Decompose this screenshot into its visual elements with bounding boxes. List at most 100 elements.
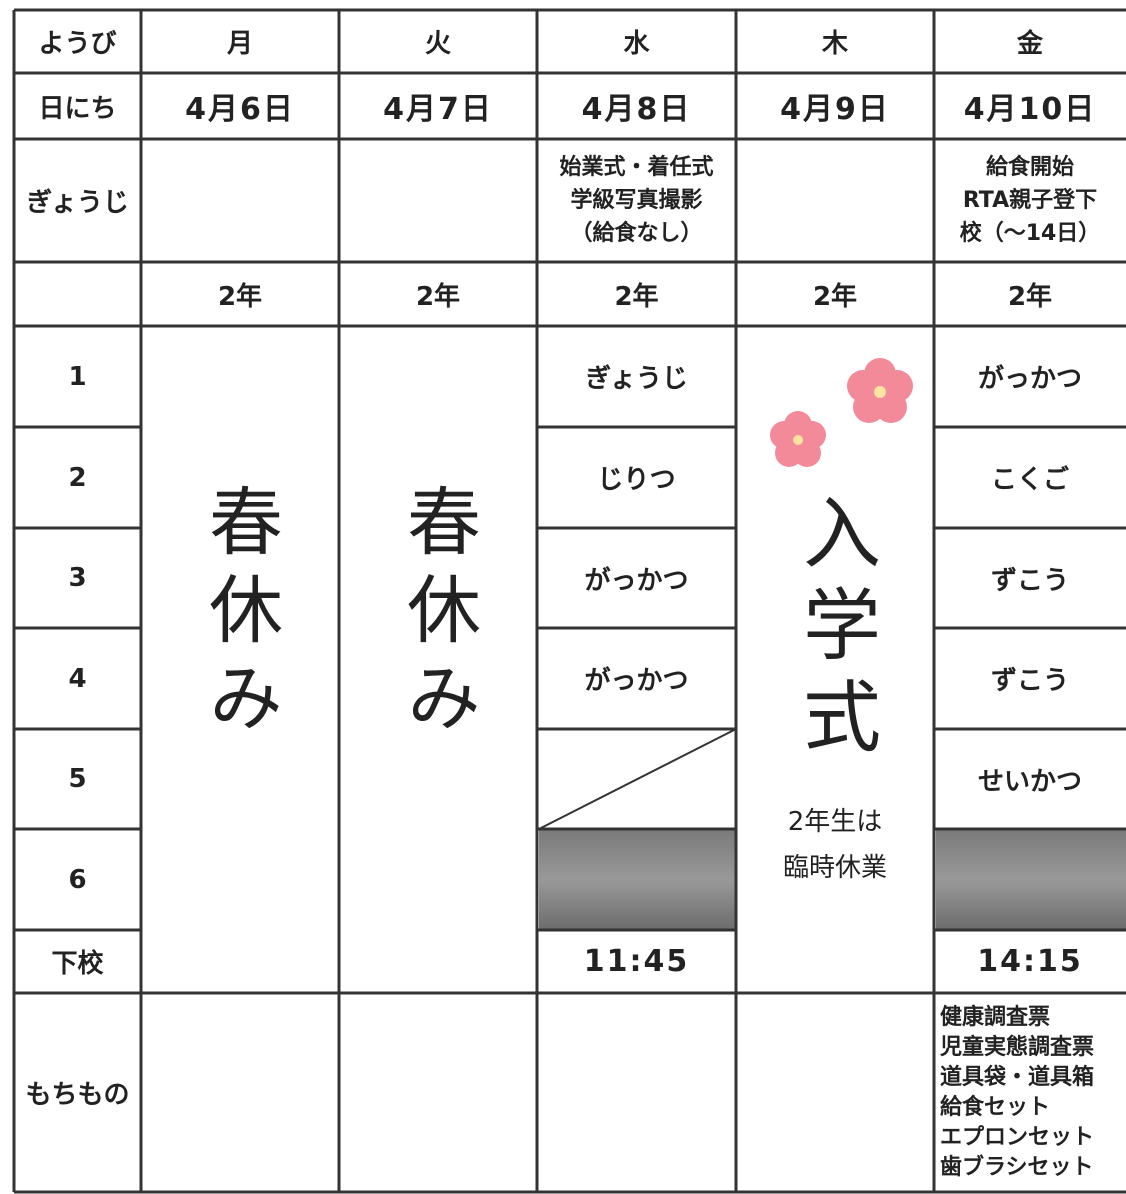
grade: 2年 <box>141 262 339 326</box>
text: （給食なし） <box>570 221 703 246</box>
shaded-cell <box>539 830 735 929</box>
text: エプロンセット <box>940 1124 1095 1150</box>
dismissal-time: 14:15 <box>934 930 1126 993</box>
text: 2年 <box>812 281 858 312</box>
belongings-label: もちもの <box>14 993 141 1192</box>
text: じりつ <box>597 465 676 495</box>
text: ずこう <box>990 565 1069 596</box>
text: 6 <box>68 864 87 895</box>
text: もちもの <box>25 1080 130 1110</box>
text: 給食開始 <box>985 155 1074 180</box>
dismissal-label: 下校 <box>14 930 141 993</box>
text: 火 <box>424 29 451 59</box>
text: 4月9日 <box>780 92 890 127</box>
period: 4 <box>14 628 141 729</box>
text: 臨時休業 <box>782 853 887 883</box>
subject: じりつ <box>537 427 736 528</box>
text: 2 <box>68 462 87 493</box>
text: 給食セット <box>940 1094 1051 1120</box>
text: こくご <box>990 465 1069 495</box>
text: 入学式 <box>790 492 880 768</box>
spring-break: 春休み <box>339 470 537 760</box>
subject: がっかつ <box>537 528 736 628</box>
date: 4月10日 <box>934 73 1126 139</box>
text: ずこう <box>990 666 1069 696</box>
grade: 2年 <box>537 262 736 326</box>
lines <box>12 8 1126 1194</box>
text: 3 <box>68 563 87 593</box>
text: 日にち <box>38 93 117 124</box>
entrance-ceremony: 入学式 <box>736 490 934 770</box>
grade: 2年 <box>934 262 1126 326</box>
text: 道具袋・道具箱 <box>940 1064 1095 1090</box>
text: 5 <box>68 764 87 794</box>
spring-break: 春休み <box>141 470 339 760</box>
text: RTA親子登下 <box>962 188 1098 213</box>
period: 6 <box>14 829 141 930</box>
text: がっかつ <box>584 666 689 696</box>
weekday: 水 <box>537 10 736 73</box>
text: 月 <box>226 29 253 59</box>
text: 2年 <box>1007 281 1053 312</box>
weekday: 火 <box>339 10 537 73</box>
text: 学級写真撮影 <box>570 188 703 213</box>
period: 3 <box>14 528 141 628</box>
text: 歯ブラシセット <box>940 1154 1094 1180</box>
date: 日にち <box>14 73 141 139</box>
text: せいかつ <box>977 766 1082 797</box>
text: 4月6日 <box>185 92 295 127</box>
text: ようび <box>38 29 117 59</box>
weekday: 金 <box>934 10 1126 73</box>
text: 健康調査票 <box>940 1004 1051 1030</box>
date: 4月8日 <box>537 73 736 139</box>
shaded-cell <box>936 830 1126 929</box>
text: 春休み <box>394 483 481 747</box>
events-fri: 給食開始 RTA親子登下 校（～14日） <box>934 139 1126 262</box>
period: 1 <box>14 326 141 427</box>
period: 2 <box>14 427 141 528</box>
text: 始業式・着任式 <box>559 155 714 180</box>
text: 金 <box>1016 29 1043 59</box>
text: 1 <box>68 361 87 392</box>
text: 4月7日 <box>383 92 493 127</box>
belongings-fri: 健康調査票児童実態調査票 道具袋・道具箱 給食セットエプロンセット 歯ブラシセット <box>934 993 1126 1192</box>
subject: ずこう <box>934 528 1126 628</box>
subject: せいかつ <box>934 729 1126 829</box>
text: 4月8日 <box>581 92 692 127</box>
grade: 2年 <box>736 262 934 326</box>
grade: 2年 <box>339 262 537 326</box>
weekday: ようび <box>14 10 141 73</box>
text: 14:15 <box>977 944 1083 979</box>
text: ぎょうじ <box>26 188 129 218</box>
period: 5 <box>14 729 141 829</box>
text: 水 <box>623 29 650 59</box>
events-wed: 始業式・着任式 学級写真撮影 （給食なし） <box>537 139 736 262</box>
subject: こくご <box>934 427 1126 528</box>
text: 11:45 <box>583 944 690 979</box>
subject: がっかつ <box>537 628 736 729</box>
date: 4月6日 <box>141 73 339 139</box>
text: 2年 <box>217 281 263 312</box>
date: 4月9日 <box>736 73 934 139</box>
weekday: 月 <box>141 10 339 73</box>
ceremony-note: 2年生は臨時休業 <box>736 795 934 895</box>
text: ぎょうじ <box>585 364 688 394</box>
text: 児童実態調査票 <box>940 1034 1095 1060</box>
text: 校（～14日） <box>959 221 1101 246</box>
text: 春休み <box>196 483 283 747</box>
subject: ぎょうじ <box>537 326 736 427</box>
text: 木 <box>821 29 848 59</box>
weekday: 木 <box>736 10 934 73</box>
text: 2年 <box>415 281 461 312</box>
cherry-blossoms <box>770 358 913 467</box>
text: 2年生は <box>787 807 883 837</box>
subject: がっかつ <box>934 326 1126 427</box>
date: 4月7日 <box>339 73 537 139</box>
subject: ずこう <box>934 628 1126 729</box>
text: 下校 <box>51 949 104 979</box>
events-label: ぎょうじ <box>14 139 141 262</box>
text: 4 <box>68 663 87 694</box>
dismissal-time: 11:45 <box>537 930 736 993</box>
